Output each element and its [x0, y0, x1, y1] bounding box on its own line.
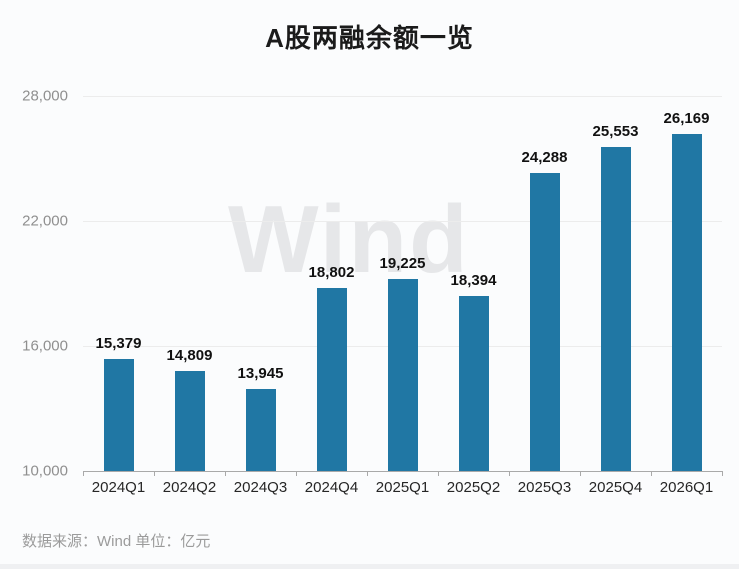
bar	[529, 173, 560, 471]
bar	[458, 296, 489, 471]
bar	[387, 278, 418, 471]
x-axis-labels: 2024Q1 2024Q2 2024Q3 2024Q4 2025Q1 2025Q2 2025…	[83, 479, 722, 499]
bar-value-label: 19,225	[379, 254, 426, 272]
bar-slot: 14,809	[154, 96, 225, 471]
source-note: 数据来源：Wind 单位：亿元	[22, 533, 211, 550]
bar-slot: 18,394	[438, 96, 509, 471]
bar	[245, 388, 276, 471]
x-axis-category-label: 2024Q3	[233, 479, 288, 496]
gridline	[83, 96, 722, 97]
bar-value-label: 15,379	[95, 334, 142, 352]
x-axis-tick-mark	[580, 471, 581, 476]
x-axis-tick-mark	[509, 471, 510, 476]
bar-value-label: 26,169	[663, 110, 710, 128]
x-axis-tick-mark	[438, 471, 439, 476]
y-axis-tick-label: 16,000	[22, 337, 68, 355]
bar-slot: 15,379	[83, 96, 154, 471]
bar	[671, 134, 702, 471]
x-axis-line	[83, 471, 722, 472]
x-axis-category-label: 2025Q2	[446, 479, 501, 496]
chart-title: A股两融余额一览	[265, 23, 474, 53]
bar-value-label: 14,809	[166, 346, 213, 364]
x-axis-tick-mark	[224, 471, 226, 476]
x-axis-category-label: 2025Q4	[588, 479, 643, 496]
bars-layer: 15,379 14,809 13,945 18,802 19,225 18,394 24,2…	[83, 96, 722, 471]
y-axis-tick-label: 28,000	[22, 87, 68, 105]
bar-value-label: 25,553	[592, 122, 639, 140]
x-axis-category-label: 2025Q3	[517, 479, 572, 496]
y-axis-tick-label: 10,000	[22, 462, 68, 480]
bar	[600, 146, 631, 471]
bar-slot: 24,288	[509, 96, 580, 471]
bar	[103, 358, 134, 471]
x-axis-category-label: 2026Q1	[659, 479, 714, 496]
bar-value-label: 24,288	[521, 149, 568, 167]
bar	[316, 287, 347, 471]
bar-value-label: 18,394	[450, 272, 497, 290]
bar-slot: 13,945	[225, 96, 296, 471]
bar	[174, 370, 205, 471]
y-axis-tick-label: 22,000	[22, 212, 68, 230]
bar-slot: 19,225	[367, 96, 438, 471]
bar-slot: 18,802	[296, 96, 367, 471]
x-axis-category-label: 2024Q2	[162, 479, 217, 496]
x-axis-category-label: 2025Q1	[375, 479, 430, 496]
bar-value-label: 18,802	[308, 263, 355, 281]
x-axis-tick-mark	[722, 471, 723, 476]
x-axis-tick-mark	[83, 471, 84, 476]
x-axis-tick-mark	[366, 471, 368, 476]
bar-slot: 26,169	[651, 96, 722, 471]
x-axis-tick-mark	[296, 471, 297, 476]
x-axis-category-label: 2024Q4	[304, 479, 359, 496]
x-axis-tick-mark	[650, 471, 652, 476]
gridline	[83, 221, 722, 222]
y-axis-labels: 10,000 16,000 22,000 28,000	[0, 88, 70, 480]
x-axis-tick-mark	[153, 471, 155, 476]
bar-value-label: 13,945	[237, 364, 284, 382]
plot-area: 15,379 14,809 13,945 18,802 19,225 18,394 24,2…	[83, 96, 723, 476]
bar-slot: 25,553	[580, 96, 651, 471]
x-axis-category-label: 2024Q1	[91, 479, 146, 496]
